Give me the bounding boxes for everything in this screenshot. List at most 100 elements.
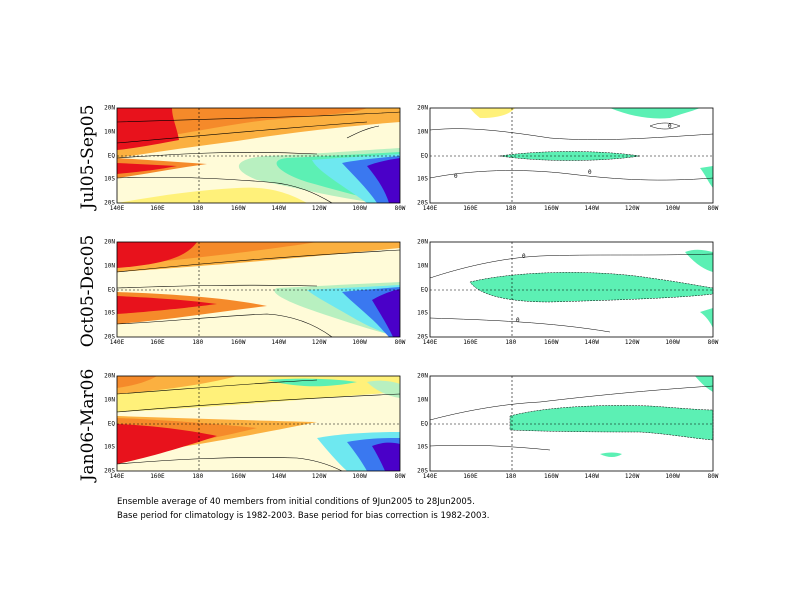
x-tick-label: 140E [109,339,125,346]
forecast-map-row2 [116,241,401,338]
x-tick-label: 180 [192,473,204,480]
y-tick-label: 10S [417,175,428,183]
x-tick-label: 160E [150,339,165,346]
y-tick-label: EQ [107,420,115,427]
x-tick-label: 180 [192,339,204,346]
x-tick-label: 120W [311,473,327,480]
y-tick-label: 20N [417,104,428,112]
y-tick-label: 10N [104,262,115,270]
x-tick-label: 120W [311,339,327,346]
y-tick-label: 20S [104,467,115,475]
map-panel-row3-forecast [116,375,401,472]
anomaly-map-row2: 0 0 [429,241,714,338]
row-label-1: Jul05-Sep05 [78,104,98,210]
x-tick-label: 100W [665,473,680,480]
x-tick-label: 140E [422,205,438,212]
x-tick-label: 180 [192,205,204,212]
x-tick-label: 120W [624,339,640,346]
x-tick-label: 140E [422,339,438,346]
caption-line-2: Base period for climatology is 1982-2003… [117,511,490,521]
y-tick-label: EQ [420,152,428,159]
x-tick-label: 160W [544,339,559,346]
anomaly-map-row3 [429,375,714,472]
x-tick-label: 80W [707,473,719,480]
x-tick-label: 120W [311,205,327,212]
map-panel-row3-anomaly [429,375,714,472]
y-tick-label: 10S [104,443,115,451]
x-tick-label: 160W [231,205,246,212]
x-tick-label: 180 [505,205,517,212]
y-tick-label: 10N [417,128,428,136]
x-tick-label: 160E [150,205,165,212]
x-tick-label: 80W [394,473,406,480]
x-tick-label: 100W [665,205,680,212]
x-tick-label: 140W [271,473,286,480]
forecast-map-row1 [116,107,401,204]
x-tick-label: 100W [352,473,367,480]
y-tick-label: 10N [104,128,115,136]
forecast-map-row3 [116,375,401,472]
y-tick-label: 20S [417,333,428,341]
x-tick-label: 160E [463,205,478,212]
x-tick-label: 100W [352,205,367,212]
x-tick-label: 180 [505,473,517,480]
contour-label: 0 [516,317,520,324]
x-tick-label: 80W [707,339,719,346]
y-tick-label: EQ [107,152,115,159]
y-tick-label: 20N [417,372,428,380]
contour-label: 0 [668,123,672,130]
y-tick-label: EQ [420,286,428,293]
x-tick-label: 140W [584,339,599,346]
x-tick-label: 80W [394,205,406,212]
y-tick-label: 20S [417,199,428,207]
x-tick-label: 100W [665,339,680,346]
y-tick-label: 10N [417,262,428,270]
x-tick-label: 140W [584,473,599,480]
anomaly-map-row1: 0 0 0 [429,107,714,204]
x-tick-label: 160E [150,473,165,480]
x-tick-label: 120W [624,473,640,480]
x-tick-label: 140W [271,205,286,212]
y-tick-label: 10S [417,309,428,317]
x-tick-label: 140E [109,473,125,480]
map-panel-row1-anomaly: 0 0 0 [429,107,714,204]
x-tick-label: 100W [352,339,367,346]
x-tick-label: 180 [505,339,517,346]
y-tick-label: 20S [417,467,428,475]
x-tick-label: 160E [463,473,478,480]
contour-label: 0 [588,169,592,176]
y-tick-label: EQ [420,420,428,427]
y-tick-label: 20S [104,199,115,207]
y-tick-label: 10S [417,443,428,451]
row-label-3: Jan06-Mar06 [78,368,98,482]
x-tick-label: 80W [707,205,719,212]
y-tick-label: 10S [104,175,115,183]
row-label-2: Oct05-Dec05 [78,234,98,348]
x-tick-label: 160W [544,473,559,480]
x-tick-label: 80W [394,339,406,346]
x-tick-label: 140E [109,205,125,212]
contour-label: 0 [522,253,526,260]
x-tick-label: 140E [422,473,438,480]
y-tick-label: 10S [104,309,115,317]
x-tick-label: 120W [624,205,640,212]
y-tick-label: 10N [104,396,115,404]
x-tick-label: 140W [271,339,286,346]
x-tick-label: 140W [584,205,599,212]
y-tick-label: EQ [107,286,115,293]
y-tick-label: 20N [104,372,115,380]
map-panel-row2-forecast [116,241,401,338]
x-tick-label: 160W [231,339,246,346]
x-tick-label: 160W [544,205,559,212]
x-tick-label: 160E [463,339,478,346]
y-tick-label: 20N [417,238,428,246]
map-panel-row1-forecast [116,107,401,204]
caption-line-1: Ensemble average of 40 members from init… [117,497,475,507]
map-panel-row2-anomaly: 0 0 [429,241,714,338]
y-tick-label: 10N [417,396,428,404]
y-tick-label: 20N [104,104,115,112]
y-tick-label: 20N [104,238,115,246]
y-tick-label: 20S [104,333,115,341]
contour-label: 0 [454,173,458,180]
x-tick-label: 160W [231,473,246,480]
